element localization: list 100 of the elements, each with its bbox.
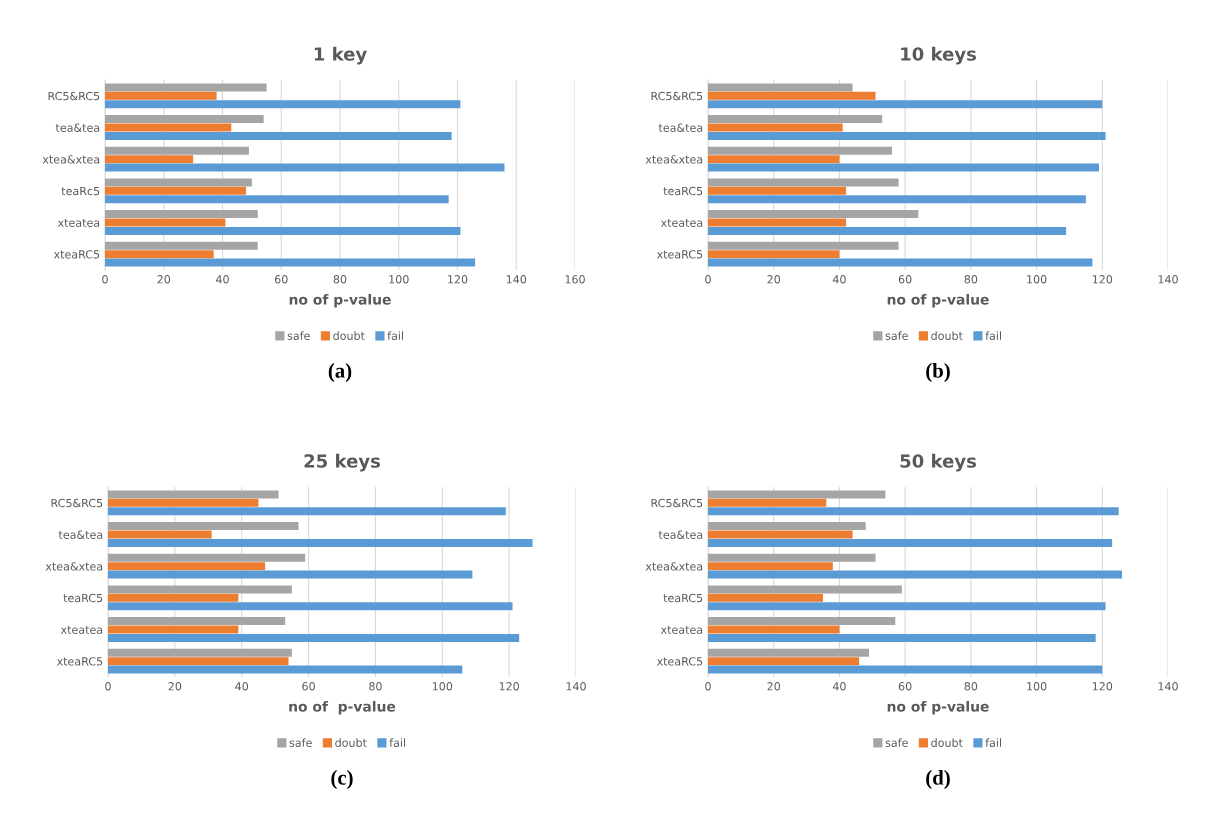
- bar: [708, 146, 892, 155]
- bar: [708, 250, 840, 259]
- y-tick-label: RC5&RC5: [651, 498, 703, 508]
- bar: [708, 131, 1106, 140]
- x-tick-label: 40: [235, 682, 249, 691]
- legend-label: fail: [985, 738, 1002, 747]
- bar: [105, 226, 461, 235]
- bar: [105, 146, 249, 155]
- y-tick-label: xteaRC5: [656, 657, 703, 666]
- bar: [105, 218, 226, 227]
- x-axis-title: no of p-value: [289, 293, 391, 308]
- legend-label: doubt: [333, 331, 365, 340]
- legend-label: doubt: [931, 738, 963, 747]
- bar: [108, 657, 289, 666]
- bar: [708, 83, 853, 92]
- bar: [708, 258, 1093, 267]
- x-tick-label: 100: [1027, 682, 1047, 691]
- bar: [708, 585, 902, 594]
- x-tick-label: 120: [448, 275, 468, 284]
- x-tick-label: 60: [898, 682, 912, 691]
- bar: [108, 633, 520, 642]
- x-tick-label: 80: [964, 682, 978, 691]
- x-tick-label: 60: [302, 682, 315, 691]
- bar: [708, 498, 827, 507]
- bar: [105, 210, 258, 219]
- y-tick-label: xteatea: [57, 218, 100, 227]
- x-tick-label: 80: [964, 275, 978, 284]
- bar: [708, 155, 840, 164]
- bar: [708, 91, 876, 100]
- legend-label: fail: [985, 331, 1002, 340]
- bar: [105, 91, 217, 100]
- x-tick-label: 0: [102, 275, 108, 284]
- bar: [108, 648, 292, 657]
- bar: [105, 178, 252, 187]
- bar: [708, 178, 899, 187]
- x-tick-label: 160: [565, 275, 585, 284]
- x-tick-label: 100: [389, 275, 409, 284]
- y-tick-label: tea&tea: [658, 123, 703, 132]
- bar: [105, 131, 452, 140]
- x-tick-label: 40: [832, 682, 846, 691]
- bar: [105, 163, 505, 172]
- x-tick-label: 0: [705, 275, 711, 284]
- y-tick-label: xteaRC5: [56, 657, 103, 666]
- bar: [708, 186, 846, 195]
- legend-label: fail: [387, 331, 404, 340]
- text: (c): [331, 770, 353, 789]
- y-tick-label: xteatea: [60, 625, 103, 634]
- x-tick-label: 20: [157, 275, 171, 284]
- x-tick-label: 60: [274, 275, 288, 284]
- x-tick-label: 80: [333, 275, 347, 284]
- bar: [708, 100, 1103, 109]
- bar: [108, 570, 473, 579]
- bar: [708, 593, 823, 602]
- y-tick-label: xtea&xtea: [42, 155, 100, 164]
- chart-title: 10 keys: [901, 46, 976, 65]
- bar: [708, 507, 1119, 516]
- y-tick-label: tea&tea: [58, 530, 103, 539]
- legend-label: safe: [287, 331, 310, 340]
- x-tick-label: 80: [369, 682, 382, 691]
- bar: [108, 617, 286, 626]
- x-axis-title: no of p-value: [887, 293, 989, 308]
- y-tick-label: xteaRC5: [656, 250, 703, 259]
- bar: [708, 648, 869, 657]
- bar: [108, 553, 306, 562]
- x-tick-label: 120: [499, 682, 520, 691]
- y-tick-label: xteatea: [660, 625, 703, 634]
- bar: [708, 553, 876, 562]
- bar: [108, 625, 239, 634]
- chart-title: 25 keys: [304, 453, 380, 472]
- y-tick-label: tea&tea: [658, 530, 703, 539]
- x-tick-label: 140: [1158, 682, 1178, 691]
- bar: [708, 538, 1113, 547]
- chart-title: 50 keys: [900, 453, 976, 472]
- bar: [108, 498, 259, 507]
- x-tick-label: 60: [898, 275, 912, 284]
- legend-label: fail: [389, 738, 406, 747]
- x-tick-label: 120: [1092, 682, 1113, 691]
- y-tick-label: teaRC5: [663, 186, 703, 196]
- bar: [708, 490, 886, 499]
- y-tick-label: xteaRC5: [53, 250, 100, 259]
- bar: [708, 218, 846, 227]
- bar: [708, 195, 1086, 204]
- bar: [105, 250, 214, 259]
- legend-label: safe: [289, 738, 312, 747]
- x-tick-label: 140: [1158, 275, 1178, 284]
- x-tick-label: 40: [215, 275, 229, 284]
- bar: [105, 195, 449, 204]
- x-axis-title: no of p-value: [887, 700, 989, 715]
- x-tick-label: 140: [506, 275, 527, 284]
- bar: [108, 530, 212, 539]
- legend-label: doubt: [931, 331, 963, 340]
- bar: [108, 490, 279, 499]
- bar: [105, 115, 264, 124]
- y-tick-label: teaRC5: [663, 593, 703, 603]
- bar: [708, 530, 853, 539]
- text: (d): [926, 770, 950, 789]
- bar: [108, 562, 266, 571]
- bar: [708, 123, 843, 132]
- bar: [105, 241, 258, 250]
- bar: [708, 570, 1122, 579]
